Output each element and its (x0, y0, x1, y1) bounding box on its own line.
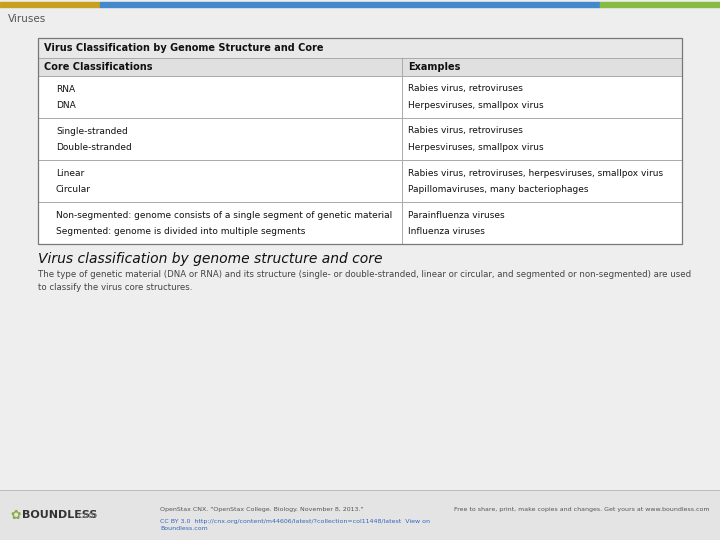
Text: Papillomaviruses, many bacteriophages: Papillomaviruses, many bacteriophages (408, 185, 588, 193)
Text: Herpesviruses, smallpox virus: Herpesviruses, smallpox virus (408, 100, 544, 110)
Bar (38, 38, 682, 58)
Text: DNA: DNA (56, 100, 76, 110)
Text: Rabies virus, retroviruses: Rabies virus, retroviruses (408, 126, 523, 136)
Text: Rabies virus, retroviruses: Rabies virus, retroviruses (408, 84, 523, 93)
Text: .com: .com (76, 510, 96, 519)
Bar (38, 38, 682, 244)
Text: Circular: Circular (56, 185, 91, 193)
Text: CC BY 3.0  http://cnx.org/content/m44606/latest/?collection=col11448/latest  Vie: CC BY 3.0 http://cnx.org/content/m44606/… (160, 519, 430, 531)
Text: Free to share, print, make copies and changes. Get yours at www.boundless.com: Free to share, print, make copies and ch… (454, 508, 710, 512)
Text: ✿: ✿ (10, 509, 20, 522)
Bar (0, 490, 720, 540)
Text: Double-stranded: Double-stranded (56, 143, 132, 152)
Bar (0, 2, 100, 7)
Bar (38, 202, 682, 244)
Bar (38, 58, 682, 76)
Bar (100, 2, 600, 7)
Bar (600, 2, 720, 7)
Text: Examples: Examples (408, 62, 460, 72)
Text: Rabies virus, retroviruses, herpesviruses, smallpox virus: Rabies virus, retroviruses, herpesviruse… (408, 168, 663, 178)
Bar (38, 76, 682, 118)
Text: Virus classification by genome structure and core: Virus classification by genome structure… (38, 252, 382, 266)
Text: Viruses: Viruses (8, 14, 46, 24)
Text: Segmented: genome is divided into multiple segments: Segmented: genome is divided into multip… (56, 226, 305, 235)
Text: Core Classifications: Core Classifications (44, 62, 153, 72)
Text: Virus Classification by Genome Structure and Core: Virus Classification by Genome Structure… (44, 43, 323, 53)
Text: Linear: Linear (56, 168, 84, 178)
Bar (38, 160, 682, 202)
Text: BOUNDLESS: BOUNDLESS (22, 510, 97, 520)
Text: OpenStax CNX. "OpenStax College. Biology. November 8, 2013.": OpenStax CNX. "OpenStax College. Biology… (160, 508, 367, 512)
Text: Herpesviruses, smallpox virus: Herpesviruses, smallpox virus (408, 143, 544, 152)
Text: Single-stranded: Single-stranded (56, 126, 127, 136)
Text: RNA: RNA (56, 84, 75, 93)
Bar (38, 118, 682, 160)
Text: Influenza viruses: Influenza viruses (408, 226, 485, 235)
Text: Parainfluenza viruses: Parainfluenza viruses (408, 211, 505, 219)
Bar (38, 38, 682, 244)
Text: The type of genetic material (DNA or RNA) and its structure (single- or double-s: The type of genetic material (DNA or RNA… (38, 270, 691, 292)
Text: Non-segmented: genome consists of a single segment of genetic material: Non-segmented: genome consists of a sing… (56, 211, 392, 219)
